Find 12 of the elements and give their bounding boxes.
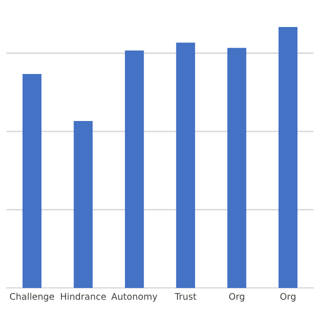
bar bbox=[124, 50, 144, 288]
bar bbox=[278, 27, 298, 288]
x-tick-label: Challenge bbox=[10, 292, 54, 302]
x-tick-label: Autonomy bbox=[111, 293, 158, 302]
bar bbox=[22, 74, 42, 288]
x-tick-label: Org bbox=[280, 293, 296, 302]
bar bbox=[176, 42, 196, 288]
bar bbox=[74, 120, 93, 288]
x-tick-label: Hindrance bbox=[60, 292, 106, 300]
x-tick-label: Org bbox=[229, 293, 244, 302]
x-tick-label: Trust bbox=[174, 293, 196, 300]
bar bbox=[227, 48, 246, 288]
